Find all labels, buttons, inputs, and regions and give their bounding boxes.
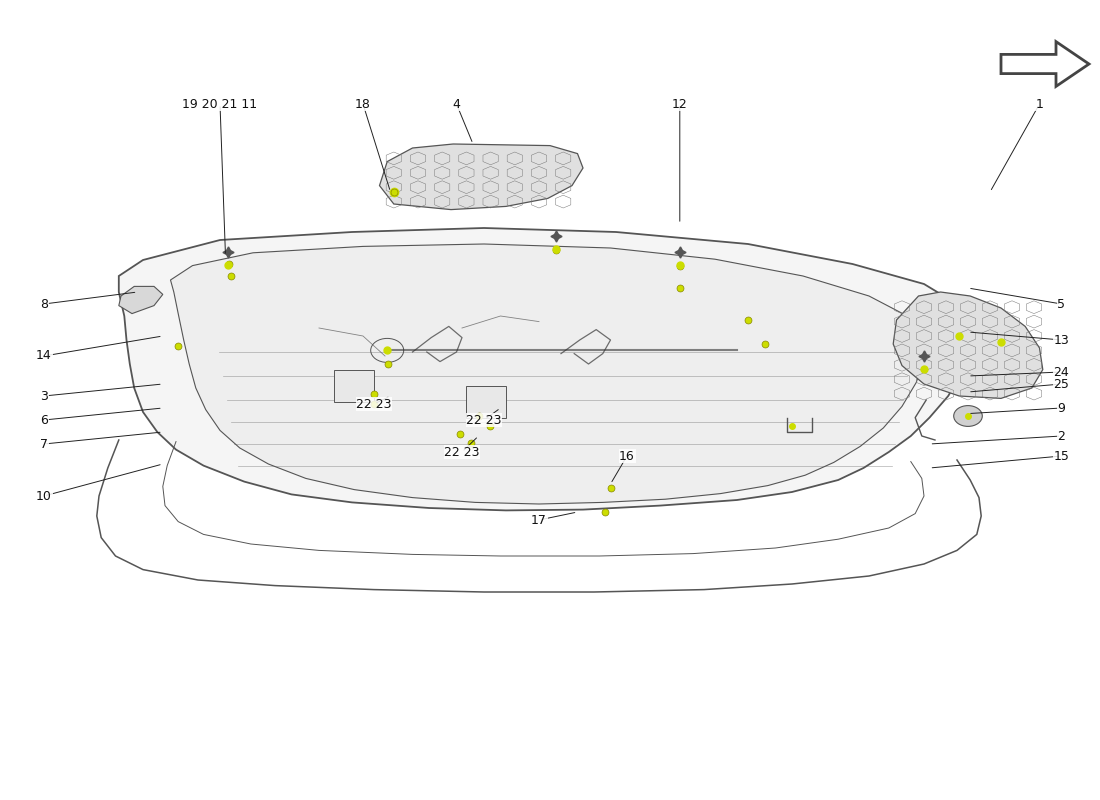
Polygon shape xyxy=(893,292,1043,398)
Polygon shape xyxy=(170,244,924,504)
Text: europaRes: europaRes xyxy=(167,311,669,393)
Text: 3: 3 xyxy=(40,390,48,402)
Text: 85: 85 xyxy=(607,347,713,421)
Text: 12: 12 xyxy=(672,98,688,110)
Text: 7: 7 xyxy=(40,438,48,450)
Text: 1: 1 xyxy=(1035,98,1044,110)
Text: 9: 9 xyxy=(1057,402,1066,414)
Text: 14: 14 xyxy=(36,350,52,362)
Circle shape xyxy=(954,406,982,426)
Text: 17: 17 xyxy=(531,514,547,526)
Text: 6: 6 xyxy=(40,414,48,426)
Text: 2: 2 xyxy=(1057,430,1066,442)
Text: 5: 5 xyxy=(1057,298,1066,310)
Polygon shape xyxy=(466,386,506,418)
Text: 22 23: 22 23 xyxy=(356,398,392,410)
Text: 4: 4 xyxy=(452,98,461,110)
Polygon shape xyxy=(379,144,583,210)
Text: 25: 25 xyxy=(1054,378,1069,390)
Text: 15: 15 xyxy=(1054,450,1069,462)
Text: 8: 8 xyxy=(40,298,48,310)
Polygon shape xyxy=(119,286,163,314)
Text: 18: 18 xyxy=(355,98,371,110)
Text: a passion for parts since 85: a passion for parts since 85 xyxy=(289,404,635,428)
Polygon shape xyxy=(334,370,374,402)
Text: 16: 16 xyxy=(619,450,635,462)
Text: 19 20 21 11: 19 20 21 11 xyxy=(183,98,257,110)
Text: 10: 10 xyxy=(36,490,52,502)
Text: 24: 24 xyxy=(1054,366,1069,378)
Text: 22 23: 22 23 xyxy=(466,414,502,426)
Text: 13: 13 xyxy=(1054,334,1069,346)
Polygon shape xyxy=(119,228,970,510)
Text: 22 23: 22 23 xyxy=(444,446,480,458)
